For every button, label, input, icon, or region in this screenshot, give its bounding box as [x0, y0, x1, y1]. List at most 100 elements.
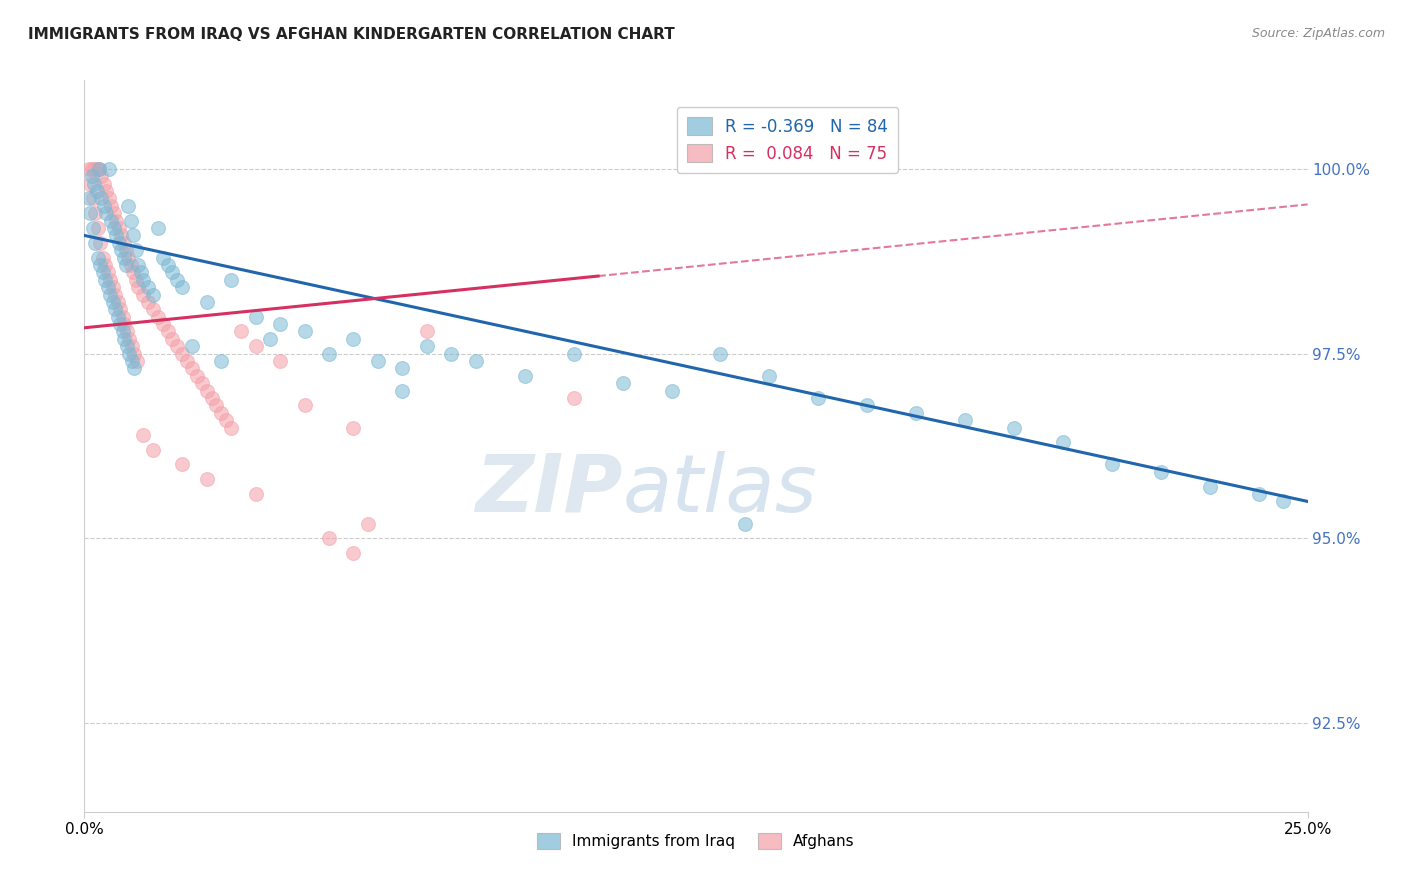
Point — [80, 169, 103, 184]
Point — [94, 258, 117, 272]
Point — [120, 213, 142, 227]
Point — [117, 339, 139, 353]
Text: ZIP: ZIP — [475, 450, 623, 529]
Point — [513, 368, 536, 383]
Point — [121, 339, 143, 353]
Point — [87, 251, 110, 265]
Point — [464, 354, 486, 368]
Point — [136, 294, 159, 309]
Point — [79, 206, 101, 220]
Point — [807, 391, 830, 405]
Point — [172, 280, 194, 294]
Point — [104, 302, 127, 317]
Point — [132, 428, 155, 442]
Point — [117, 325, 139, 339]
Point — [80, 161, 103, 176]
Point — [101, 294, 124, 309]
Point — [186, 368, 208, 383]
Point — [105, 228, 128, 243]
Point — [142, 302, 165, 317]
Point — [93, 177, 115, 191]
Point — [1002, 420, 1025, 434]
Point — [107, 235, 129, 250]
Point — [100, 199, 122, 213]
Point — [166, 339, 188, 353]
Point — [294, 325, 316, 339]
Point — [120, 258, 142, 272]
Point — [342, 546, 364, 560]
Point — [136, 280, 159, 294]
Point — [108, 302, 131, 317]
Point — [118, 346, 141, 360]
Point — [205, 398, 228, 412]
Point — [269, 354, 291, 368]
Point — [84, 206, 107, 220]
Point — [1052, 435, 1074, 450]
Point — [127, 354, 149, 368]
Point — [172, 346, 194, 360]
Point — [118, 332, 141, 346]
Point — [562, 346, 585, 360]
Point — [97, 265, 120, 279]
Point — [77, 161, 100, 176]
Point — [90, 192, 112, 206]
Point — [111, 325, 134, 339]
Point — [125, 244, 148, 258]
Point — [91, 251, 114, 265]
Point — [219, 273, 242, 287]
Point — [209, 354, 232, 368]
Point — [98, 287, 121, 301]
Point — [152, 317, 174, 331]
Point — [1247, 487, 1270, 501]
Point — [758, 368, 780, 383]
Point — [166, 273, 188, 287]
Point — [156, 325, 179, 339]
Point — [219, 420, 242, 434]
Point — [132, 287, 155, 301]
Point — [107, 221, 129, 235]
Point — [146, 221, 169, 235]
Point — [146, 310, 169, 324]
Point — [100, 213, 122, 227]
Point — [142, 287, 165, 301]
Point — [83, 161, 105, 176]
Point — [318, 532, 340, 546]
Point — [79, 177, 101, 191]
Point — [357, 516, 380, 531]
Point — [152, 251, 174, 265]
Point — [84, 235, 107, 250]
Point — [127, 258, 149, 272]
Point — [98, 273, 121, 287]
Point — [127, 280, 149, 294]
Point — [107, 294, 129, 309]
Point — [82, 221, 104, 235]
Point — [905, 406, 928, 420]
Point — [114, 332, 136, 346]
Legend: Immigrants from Iraq, Afghans: Immigrants from Iraq, Afghans — [531, 826, 860, 855]
Point — [132, 273, 155, 287]
Point — [245, 310, 267, 324]
Point — [77, 192, 100, 206]
Point — [122, 265, 145, 279]
Point — [82, 192, 104, 206]
Point — [440, 346, 463, 360]
Point — [110, 244, 132, 258]
Point — [953, 413, 976, 427]
Point — [661, 384, 683, 398]
Point — [259, 332, 281, 346]
Point — [195, 294, 218, 309]
Point — [709, 346, 731, 360]
Point — [122, 361, 145, 376]
Point — [391, 384, 413, 398]
Point — [110, 228, 132, 243]
Point — [416, 339, 439, 353]
Point — [117, 251, 139, 265]
Point — [162, 332, 184, 346]
Point — [111, 310, 134, 324]
Point — [176, 354, 198, 368]
Point — [162, 265, 184, 279]
Point — [121, 354, 143, 368]
Point — [97, 161, 120, 176]
Point — [112, 251, 135, 265]
Point — [122, 346, 145, 360]
